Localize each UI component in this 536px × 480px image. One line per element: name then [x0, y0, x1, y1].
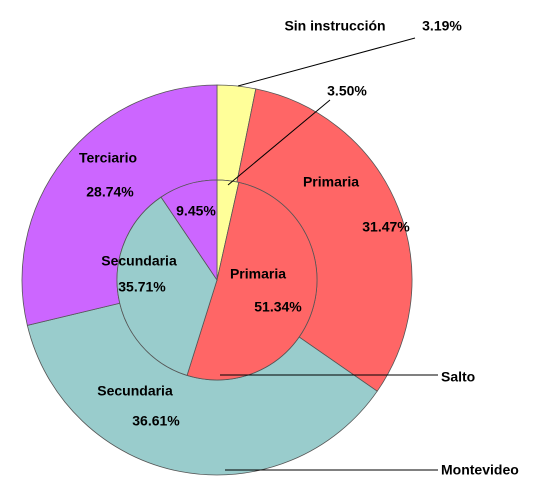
data-label: 36.61% [132, 413, 180, 429]
data-label: Terciario [79, 150, 137, 166]
data-label: Primaria [230, 266, 286, 282]
data-label: 3.19% [422, 18, 462, 34]
slice [116, 196, 218, 376]
data-label: 3.50% [327, 83, 367, 99]
series-label: Montevideo [441, 462, 519, 478]
data-label: Primaria [303, 174, 359, 190]
data-label: Secundaria [101, 253, 177, 269]
leader-line [237, 37, 416, 87]
data-label: 51.34% [254, 299, 302, 315]
data-label: 31.47% [362, 219, 410, 235]
data-label: Secundaria [97, 383, 173, 399]
data-label: 28.74% [86, 184, 134, 200]
data-label: 9.45% [176, 203, 216, 219]
data-label: Sin instrucción [284, 18, 385, 34]
data-label: 35.71% [118, 279, 166, 295]
leader-line [227, 99, 331, 186]
series-label: Salto [441, 369, 475, 385]
slice [160, 179, 218, 282]
slice [186, 181, 318, 381]
